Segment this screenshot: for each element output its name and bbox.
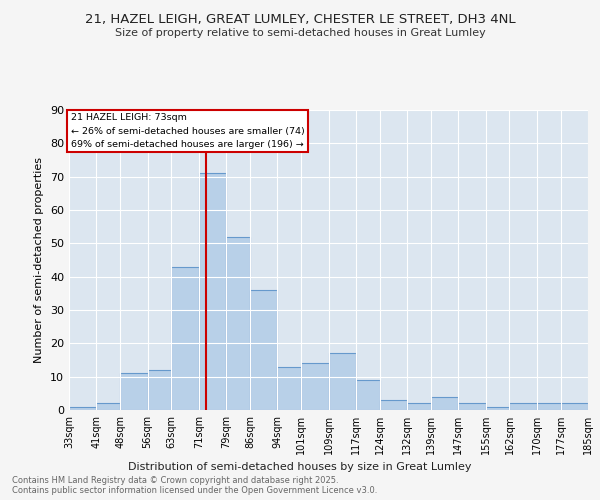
Bar	[509, 404, 537, 410]
Bar	[120, 374, 148, 410]
Text: Contains public sector information licensed under the Open Government Licence v3: Contains public sector information licen…	[12, 486, 377, 495]
Bar	[407, 404, 431, 410]
Bar	[485, 406, 509, 410]
Bar	[380, 400, 407, 410]
Text: Distribution of semi-detached houses by size in Great Lumley: Distribution of semi-detached houses by …	[128, 462, 472, 472]
Bar	[172, 266, 199, 410]
Bar	[356, 380, 380, 410]
Bar	[226, 236, 250, 410]
Bar	[69, 406, 97, 410]
Bar	[458, 404, 485, 410]
Bar	[148, 370, 172, 410]
Bar	[277, 366, 301, 410]
Bar	[329, 354, 356, 410]
Text: Contains HM Land Registry data © Crown copyright and database right 2025.: Contains HM Land Registry data © Crown c…	[12, 476, 338, 485]
Bar	[537, 404, 560, 410]
Bar	[301, 364, 329, 410]
Bar	[97, 404, 120, 410]
Bar	[199, 174, 226, 410]
Text: 21 HAZEL LEIGH: 73sqm
← 26% of semi-detached houses are smaller (74)
69% of semi: 21 HAZEL LEIGH: 73sqm ← 26% of semi-deta…	[71, 114, 304, 148]
Bar	[560, 404, 588, 410]
Text: Size of property relative to semi-detached houses in Great Lumley: Size of property relative to semi-detach…	[115, 28, 485, 38]
Bar	[250, 290, 277, 410]
Text: 21, HAZEL LEIGH, GREAT LUMLEY, CHESTER LE STREET, DH3 4NL: 21, HAZEL LEIGH, GREAT LUMLEY, CHESTER L…	[85, 12, 515, 26]
Y-axis label: Number of semi-detached properties: Number of semi-detached properties	[34, 157, 44, 363]
Bar	[431, 396, 458, 410]
